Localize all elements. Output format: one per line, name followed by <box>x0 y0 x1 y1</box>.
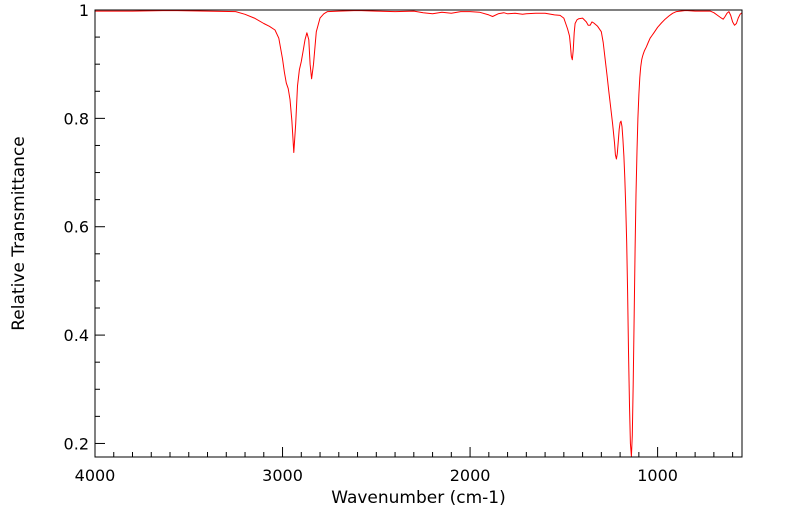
y-tick-label: 0.8 <box>64 109 89 128</box>
x-tick-label: 4000 <box>75 466 116 485</box>
x-tick-label: 2000 <box>450 466 491 485</box>
x-tick-label: 1000 <box>637 466 678 485</box>
x-axis-title: Wavenumber (cm-1) <box>331 488 506 508</box>
labels-layer: 4000 3000 2000 1000 1 0.8 0.6 0.4 0.2 <box>64 1 678 485</box>
x-tick-label: 3000 <box>262 466 303 485</box>
y-axis-title: Relative Transmittance <box>9 136 29 331</box>
y-tick-label: 1 <box>79 1 89 20</box>
ticks-layer <box>94 9 734 457</box>
spectrum-series-line <box>95 10 743 457</box>
plot-frame <box>94 9 743 458</box>
plot-layer <box>95 10 743 457</box>
y-tick-label: 0.2 <box>64 434 89 453</box>
y-tick-label: 0.4 <box>64 326 89 345</box>
y-tick-label: 0.6 <box>64 218 89 237</box>
